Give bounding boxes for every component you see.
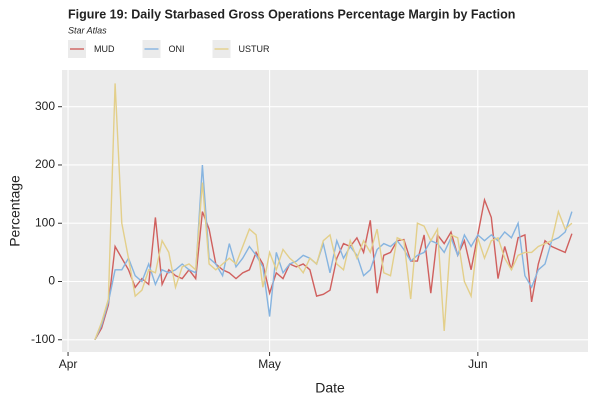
legend-label: MUD: [94, 44, 115, 54]
series-line: [94, 164, 573, 341]
chart-subtitle: Star Atlas: [68, 25, 107, 35]
x-axis-label: Date: [315, 380, 345, 396]
series-line: [94, 83, 573, 341]
y-tick-label: 0: [48, 274, 55, 288]
x-tick-label: May: [258, 357, 281, 371]
y-axis-label: Percentage: [7, 175, 23, 247]
plot-panel: [62, 70, 588, 352]
chart-title: Figure 19: Daily Starbased Gross Operati…: [68, 7, 515, 21]
x-tick-label: Jun: [468, 357, 487, 371]
x-tick-label: Apr: [59, 357, 78, 371]
y-tick-label: 100: [35, 215, 55, 229]
y-tick-label: -100: [31, 332, 55, 346]
series-line: [94, 197, 573, 341]
y-tick-label: 200: [35, 157, 55, 171]
legend-label: ONI: [169, 44, 185, 54]
legend-label: USTUR: [239, 44, 270, 54]
y-tick-label: 300: [35, 99, 55, 113]
